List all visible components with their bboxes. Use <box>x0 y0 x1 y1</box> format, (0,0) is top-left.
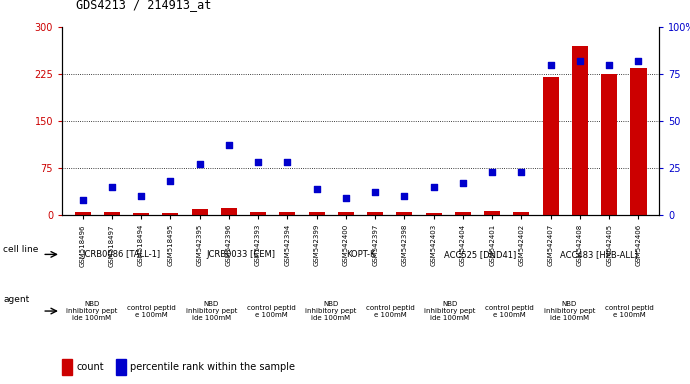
Text: agent: agent <box>3 295 30 304</box>
Text: control peptid
e 100mM: control peptid e 100mM <box>246 305 295 318</box>
Text: control peptid
e 100mM: control peptid e 100mM <box>366 305 415 318</box>
Point <box>282 159 293 166</box>
Text: count: count <box>77 362 104 372</box>
Text: ACC483 [HPB-ALL]: ACC483 [HPB-ALL] <box>560 250 638 259</box>
Point <box>77 197 88 203</box>
Point <box>194 161 205 167</box>
Text: NBD
inhibitory pept
ide 100mM: NBD inhibitory pept ide 100mM <box>186 301 237 321</box>
Bar <box>426 212 442 215</box>
Bar <box>631 68 647 215</box>
Bar <box>601 74 618 215</box>
Bar <box>513 212 529 215</box>
Text: NBD
inhibitory pept
ide 100mM: NBD inhibitory pept ide 100mM <box>66 301 117 321</box>
Text: control peptid
e 100mM: control peptid e 100mM <box>604 305 653 318</box>
Point <box>633 58 644 64</box>
Text: GDS4213 / 214913_at: GDS4213 / 214913_at <box>76 0 211 12</box>
Bar <box>116 359 126 375</box>
Point <box>575 58 586 64</box>
Point <box>224 142 235 149</box>
Point <box>486 169 497 175</box>
Bar <box>367 212 383 215</box>
Bar <box>572 46 588 215</box>
Bar <box>308 212 325 215</box>
Bar <box>133 212 149 215</box>
Point <box>428 184 440 190</box>
Text: JCRB0086 [TALL-1]: JCRB0086 [TALL-1] <box>83 250 161 259</box>
Bar <box>279 212 295 215</box>
Text: cell line: cell line <box>3 245 39 254</box>
Bar <box>221 207 237 215</box>
Text: NBD
inhibitory pept
ide 100mM: NBD inhibitory pept ide 100mM <box>544 301 595 321</box>
Bar <box>192 209 208 215</box>
Bar <box>542 77 559 215</box>
Point <box>399 193 410 199</box>
Bar <box>250 212 266 215</box>
Point <box>165 178 176 184</box>
Bar <box>104 212 120 215</box>
Text: NBD
inhibitory pept
ide 100mM: NBD inhibitory pept ide 100mM <box>305 301 356 321</box>
Point <box>135 193 146 199</box>
Point <box>253 159 264 166</box>
Point <box>340 195 351 201</box>
Point <box>106 184 117 190</box>
Bar <box>75 212 90 215</box>
Bar <box>396 212 413 215</box>
Bar <box>455 212 471 215</box>
Point <box>516 169 527 175</box>
Text: KOPT-K: KOPT-K <box>346 250 375 259</box>
Point <box>545 61 556 68</box>
Bar <box>62 359 72 375</box>
Point <box>311 185 322 192</box>
Text: percentile rank within the sample: percentile rank within the sample <box>130 362 295 372</box>
Point <box>457 180 469 186</box>
Text: JCRB0033 [CEM]: JCRB0033 [CEM] <box>207 250 276 259</box>
Text: NBD
inhibitory pept
ide 100mM: NBD inhibitory pept ide 100mM <box>424 301 475 321</box>
Text: control peptid
e 100mM: control peptid e 100mM <box>127 305 176 318</box>
Text: ACC525 [DND41]: ACC525 [DND41] <box>444 250 516 259</box>
Point <box>604 61 615 68</box>
Bar <box>162 212 179 215</box>
Bar <box>338 212 354 215</box>
Point <box>370 189 381 195</box>
Text: control peptid
e 100mM: control peptid e 100mM <box>485 305 534 318</box>
Bar <box>484 211 500 215</box>
